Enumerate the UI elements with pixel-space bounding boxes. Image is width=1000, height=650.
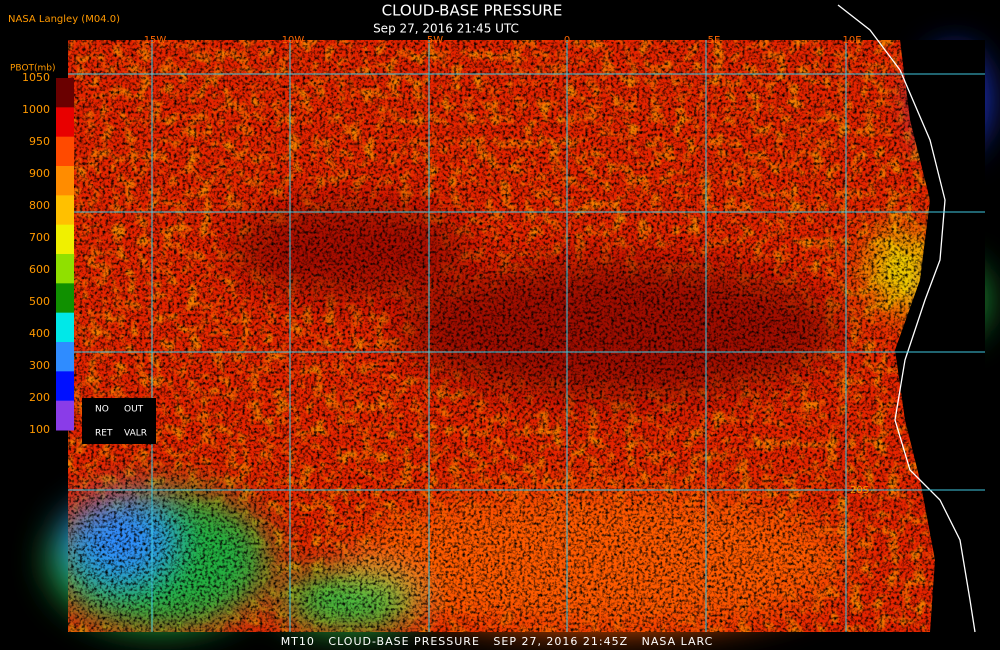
lon-label: 10E	[842, 35, 861, 46]
colorbar-label: 400	[29, 327, 50, 340]
colorbar-segment	[56, 107, 74, 138]
satellite-image	[50, 4, 985, 633]
lon-label: 5W	[427, 35, 443, 46]
colorbar-segment	[56, 312, 74, 343]
legend-note: OUT	[124, 405, 144, 415]
colorbar-segment	[56, 195, 74, 226]
colorbar-segment	[56, 166, 74, 196]
colorbar-segment	[56, 283, 74, 314]
footer: MT10 CLOUD-BASE PRESSURE SEP 27, 2016 21…	[281, 635, 714, 648]
colorbar-label: 1000	[22, 103, 50, 116]
colorbar-label: 300	[29, 359, 50, 372]
colorbar-label: 1050	[22, 71, 50, 84]
colorbar-segment	[56, 78, 74, 108]
legend-note: VALR	[124, 429, 147, 439]
colorbar-segment	[56, 342, 74, 372]
colorbar-label: 950	[29, 135, 50, 148]
colorbar-segment	[56, 254, 74, 284]
title: CLOUD-BASE PRESSURE	[382, 2, 563, 20]
lat-label: 20S	[850, 485, 869, 496]
legend-note: RET	[95, 429, 113, 439]
colorbar-segment	[56, 136, 74, 167]
graticule	[68, 40, 985, 632]
colorbar-segment	[56, 371, 74, 402]
lon-label: 0	[564, 35, 570, 46]
colorbar-label: 200	[29, 391, 50, 404]
colorbar-segment	[56, 400, 74, 431]
colorbar-segment	[56, 224, 74, 255]
lon-label: 15W	[144, 35, 167, 46]
source-label: NASA Langley (M04.0)	[8, 14, 120, 25]
colorbar-label: 100	[29, 423, 50, 436]
lon-label: 10W	[282, 35, 305, 46]
colorbar-label: 900	[29, 167, 50, 180]
lon-label: 5E	[708, 35, 721, 46]
legend-note-box	[82, 398, 156, 444]
legend-title: PBOT(mb)	[10, 64, 56, 74]
colorbar-label: 700	[29, 231, 50, 244]
legend-note: NO	[95, 405, 109, 415]
colorbar-label: 600	[29, 263, 50, 276]
subtitle: Sep 27, 2016 21:45 UTC	[373, 22, 519, 36]
colorbar-label: 500	[29, 295, 50, 308]
colorbar-label: 800	[29, 199, 50, 212]
